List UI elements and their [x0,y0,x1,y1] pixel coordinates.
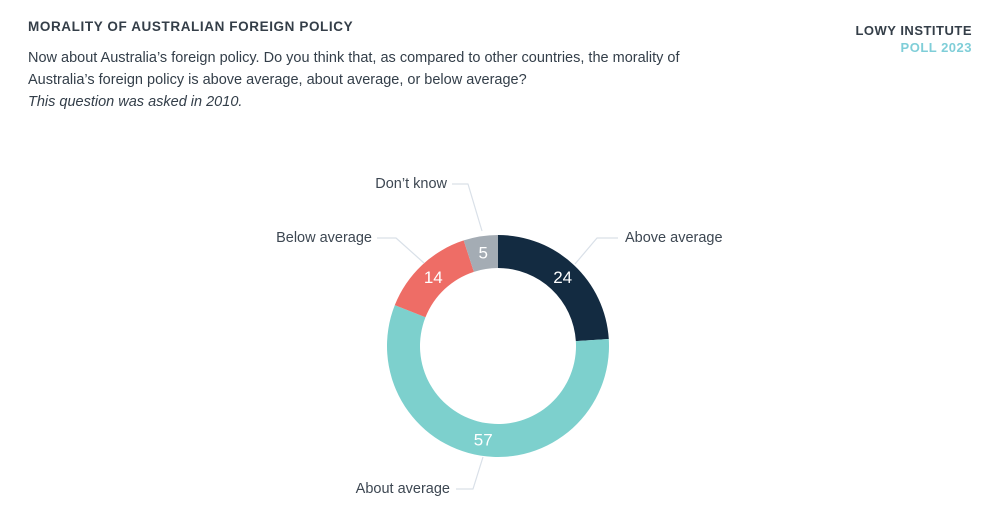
segment-value: 57 [474,430,493,449]
segment-label-above-average: Above average [625,230,723,246]
segment-value: 5 [478,244,487,263]
segment-about-average[interactable] [387,305,609,457]
leader-line [377,237,425,264]
segment-value: 24 [553,268,572,287]
question-text: Now about Australia’s foreign policy. Do… [28,48,680,91]
question-line-1: Now about Australia’s foreign policy. Do… [28,50,680,66]
segment-above-average[interactable] [498,235,609,342]
question-line-2: Australia’s foreign policy is above aver… [28,71,527,88]
segment-don-t-know[interactable] [463,235,498,272]
leader-line [452,183,483,232]
segment-value: 14 [424,268,443,287]
logo-poll-year: POLL 2023 [900,40,972,55]
lowy-institute-logo: LOWY INSTITUTE POLL 2023 [855,22,972,56]
leader-line [574,237,618,265]
question-note: This question was asked in 2010. [28,94,243,110]
segment-label-below-average: Below average [276,230,372,246]
logo-institute-name: LOWY INSTITUTE [855,23,972,38]
leader-line [456,456,484,490]
segment-label-dont-know: Don’t know [375,176,447,192]
segment-below-average[interactable] [394,240,474,318]
segment-label-about-average: About average [355,481,450,497]
page-title: MORALITY OF AUSTRALIAN FOREIGN POLICY [28,19,354,34]
